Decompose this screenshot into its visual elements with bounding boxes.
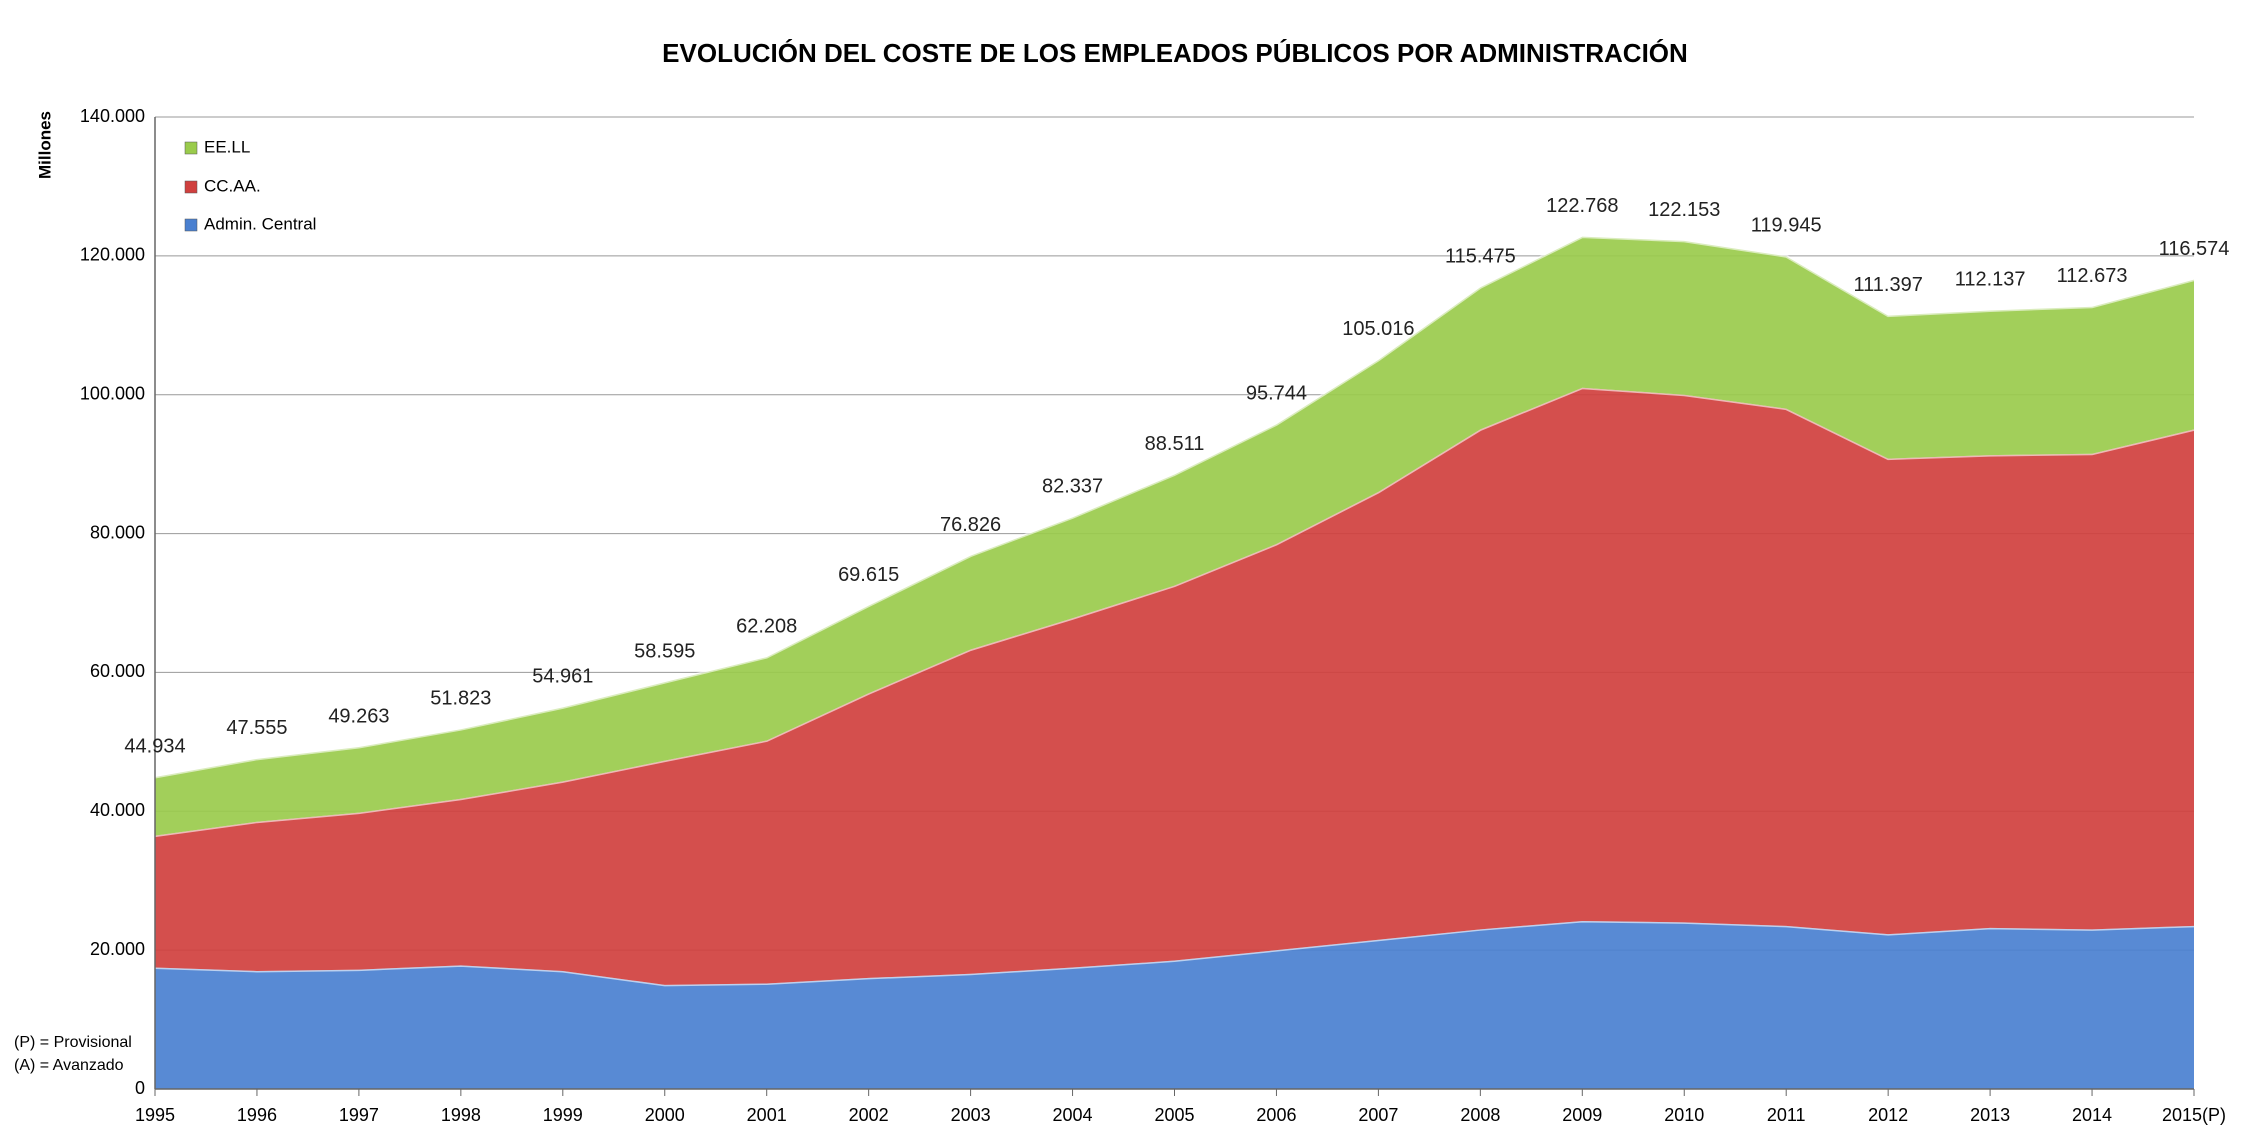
legend-label: CC.AA. xyxy=(204,176,261,195)
area xyxy=(155,236,2194,836)
total-label: 69.615 xyxy=(838,564,899,586)
x-tick-label: 1997 xyxy=(339,1105,379,1125)
x-tick-label: 2002 xyxy=(849,1105,889,1125)
area xyxy=(155,920,2194,1089)
legend-swatch xyxy=(184,141,198,155)
x-tick-label: 2005 xyxy=(1154,1105,1194,1125)
total-label: 95.744 xyxy=(1246,383,1307,405)
x-tick-label: 2001 xyxy=(747,1105,787,1125)
legend-swatch xyxy=(184,180,198,194)
y-tick-label: 80.000 xyxy=(90,522,145,542)
note: (P) = Provisional xyxy=(14,1034,132,1051)
y-tick-label: 60.000 xyxy=(90,661,145,681)
total-label: 49.263 xyxy=(328,705,389,727)
total-label: 82.337 xyxy=(1042,476,1103,498)
area-edge xyxy=(154,235,2195,779)
x-tick-label: 2013 xyxy=(1970,1105,2010,1125)
x-tick-label: 1998 xyxy=(441,1105,481,1125)
area-edge xyxy=(154,386,2195,838)
legend-label: Admin. Central xyxy=(204,214,316,233)
x-tick-label: 1996 xyxy=(237,1105,277,1125)
x-tick-label: 2010 xyxy=(1664,1105,1704,1125)
y-tick-label: 140.000 xyxy=(80,106,145,126)
y-tick-label: 120.000 xyxy=(80,245,145,265)
total-label: 88.511 xyxy=(1145,433,1205,455)
y-tick-label: 100.000 xyxy=(80,383,145,403)
x-tick-label: 2014 xyxy=(2072,1105,2112,1125)
y-tick-label: 20.000 xyxy=(90,939,145,959)
x-tick-label: 2008 xyxy=(1460,1105,1500,1125)
x-tick-label: 1999 xyxy=(543,1105,583,1125)
note: (A) = Avanzado xyxy=(14,1057,124,1074)
legend-label: EE.LL xyxy=(204,137,250,156)
total-label: 122.768 xyxy=(1546,195,1618,217)
y-axis-label: Millones xyxy=(35,111,54,179)
total-label: 76.826 xyxy=(940,514,1001,536)
total-label: 112.137 xyxy=(1955,269,2026,291)
total-label: 115.475 xyxy=(1445,246,1516,268)
area xyxy=(155,387,2194,985)
x-tick-label: 1995 xyxy=(135,1105,175,1125)
chart-title: EVOLUCIÓN DEL COSTE DE LOS EMPLEADOS PÚB… xyxy=(662,38,1688,68)
x-tick-label: 2003 xyxy=(951,1105,991,1125)
x-tick-label: 2006 xyxy=(1256,1105,1296,1125)
x-tick-label: 2009 xyxy=(1562,1105,1602,1125)
y-tick-label: 40.000 xyxy=(90,800,145,820)
total-label: 44.934 xyxy=(124,735,185,757)
total-label: 112.673 xyxy=(2057,265,2128,287)
total-label: 58.595 xyxy=(634,640,695,662)
total-label: 47.555 xyxy=(226,717,287,739)
total-label: 116.574 xyxy=(2159,238,2230,260)
total-label: 62.208 xyxy=(736,615,797,637)
total-label: 111.397 xyxy=(1853,274,1922,296)
total-label: 51.823 xyxy=(430,687,491,709)
x-tick-label: 2011 xyxy=(1767,1105,1806,1125)
x-tick-label: 2015(P) xyxy=(2162,1105,2226,1125)
x-tick-label: 2012 xyxy=(1868,1105,1908,1125)
total-label: 119.945 xyxy=(1751,215,1822,237)
x-tick-label: 2000 xyxy=(645,1105,685,1125)
total-label: 122.153 xyxy=(1648,199,1720,221)
legend-swatch xyxy=(184,218,198,232)
x-tick-label: 2007 xyxy=(1358,1105,1398,1125)
total-label: 105.016 xyxy=(1342,318,1414,340)
total-label: 54.961 xyxy=(532,666,593,688)
x-tick-label: 2004 xyxy=(1053,1105,1093,1125)
y-tick-label: 0 xyxy=(135,1078,145,1098)
